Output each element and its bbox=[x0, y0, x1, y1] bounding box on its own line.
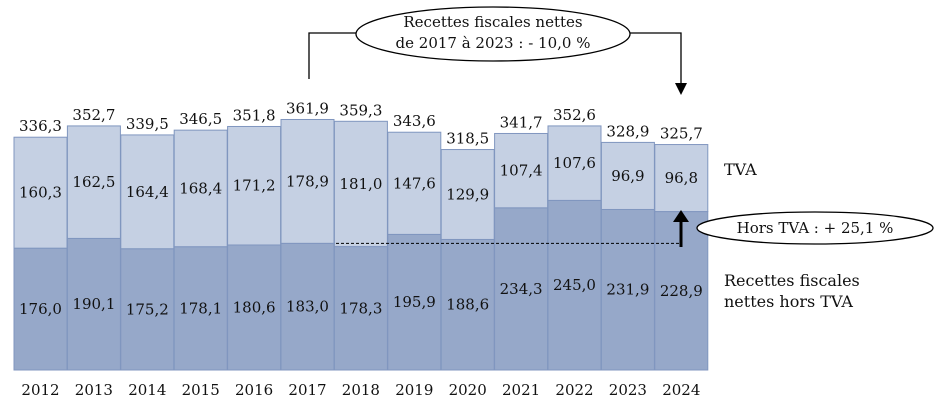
top-callout-line2: de 2017 à 2023 : - 10,0 % bbox=[396, 34, 591, 52]
bar-tva-2014 bbox=[120, 134, 175, 250]
label-hors-tva-2018: 178,3 bbox=[339, 299, 382, 317]
label-total-2019: 343,6 bbox=[393, 112, 436, 130]
legend-hors-tva-line2: nettes hors TVA bbox=[724, 292, 853, 311]
label-tva-2016: 171,2 bbox=[233, 177, 276, 195]
top-callout-line1: Recettes fiscales nettes bbox=[403, 13, 582, 31]
bar-hors-tva-2022 bbox=[547, 199, 602, 371]
x-tick-2016: 2016 bbox=[235, 381, 273, 399]
label-hors-tva-2014: 175,2 bbox=[126, 300, 169, 318]
right-callout: Hors TVA : + 25,1 % bbox=[696, 211, 934, 245]
label-total-2014: 339,5 bbox=[126, 115, 169, 133]
label-tva-2023: 96,9 bbox=[611, 167, 644, 185]
label-total-2018: 359,3 bbox=[339, 101, 382, 119]
label-tva-2022: 107,6 bbox=[553, 154, 596, 172]
x-tick-2021: 2021 bbox=[502, 381, 540, 399]
bar-tva-2012 bbox=[13, 136, 68, 249]
bar-hors-tva-2012 bbox=[13, 247, 68, 371]
labels-layer: 176,0 160,3 336,3 190,1 162,5 352,7 175,2 164,4… bbox=[19, 99, 703, 318]
x-tick-2015: 2015 bbox=[182, 381, 220, 399]
label-tva-2013: 162,5 bbox=[72, 173, 115, 191]
bar-tva-2024 bbox=[654, 144, 709, 213]
label-tva-2019: 147,6 bbox=[393, 174, 436, 192]
label-tva-2014: 164,4 bbox=[126, 183, 169, 201]
label-total-2012: 336,3 bbox=[19, 117, 62, 135]
x-tick-2022: 2022 bbox=[555, 381, 593, 399]
label-tva-2018: 181,0 bbox=[339, 175, 382, 193]
x-tick-2024: 2024 bbox=[662, 381, 700, 399]
legend-hors-tva-line1: Recettes fiscales bbox=[724, 271, 860, 290]
label-total-2021: 341,7 bbox=[500, 113, 543, 131]
label-hors-tva-2023: 231,9 bbox=[606, 281, 649, 299]
label-hors-tva-2013: 190,1 bbox=[72, 295, 115, 313]
label-total-2024: 325,7 bbox=[660, 125, 703, 143]
label-tva-2015: 168,4 bbox=[179, 179, 222, 197]
label-tva-2024: 96,8 bbox=[665, 169, 698, 187]
label-hors-tva-2019: 195,9 bbox=[393, 293, 436, 311]
label-hors-tva-2016: 180,6 bbox=[233, 298, 276, 316]
label-hors-tva-2017: 183,0 bbox=[286, 298, 329, 316]
label-total-2017: 361,9 bbox=[286, 99, 329, 117]
bar-tva-2015 bbox=[173, 129, 228, 248]
top-callout-connector bbox=[308, 32, 687, 95]
label-total-2020: 318,5 bbox=[446, 130, 489, 148]
x-tick-2023: 2023 bbox=[609, 381, 647, 399]
label-tva-2017: 178,9 bbox=[286, 172, 329, 190]
bar-hors-tva-2018 bbox=[333, 246, 388, 371]
label-tva-2020: 129,9 bbox=[446, 185, 489, 203]
label-tva-2021: 107,4 bbox=[500, 162, 543, 180]
label-hors-tva-2022: 245,0 bbox=[553, 276, 596, 294]
x-tick-2017: 2017 bbox=[288, 381, 326, 399]
label-hors-tva-2015: 178,1 bbox=[179, 299, 222, 317]
bars-layer bbox=[13, 118, 709, 371]
bar-hors-tva-2021 bbox=[494, 207, 549, 371]
bar-hors-tva-2023 bbox=[600, 208, 655, 371]
label-hors-tva-2012: 176,0 bbox=[19, 300, 62, 318]
x-tick-2018: 2018 bbox=[342, 381, 380, 399]
bar-tva-2022 bbox=[547, 125, 602, 201]
x-tick-2020: 2020 bbox=[449, 381, 487, 399]
label-tva-2012: 160,3 bbox=[19, 184, 62, 202]
x-tick-2013: 2013 bbox=[75, 381, 113, 399]
x-tick-2012: 2012 bbox=[21, 381, 59, 399]
top-callout: Recettes fiscales nettes de 2017 à 2023 … bbox=[355, 6, 631, 62]
label-total-2023: 328,9 bbox=[606, 122, 649, 140]
bar-tva-2019 bbox=[387, 131, 442, 235]
bar-tva-2013 bbox=[66, 125, 121, 239]
bar-hors-tva-2014 bbox=[120, 248, 175, 371]
label-total-2016: 351,8 bbox=[233, 106, 276, 124]
x-tick-2019: 2019 bbox=[395, 381, 433, 399]
label-total-2015: 346,5 bbox=[179, 110, 222, 128]
up-arrow-icon bbox=[673, 210, 689, 247]
x-tick-2014: 2014 bbox=[128, 381, 166, 399]
bar-tva-2017 bbox=[280, 118, 335, 244]
bar-tva-2016 bbox=[227, 125, 282, 246]
bar-hors-tva-2020 bbox=[440, 238, 495, 371]
label-hors-tva-2024: 228,9 bbox=[660, 282, 703, 300]
legend-tva: TVA bbox=[724, 160, 757, 179]
label-hors-tva-2021: 234,3 bbox=[500, 280, 543, 298]
bar-tva-2021 bbox=[494, 132, 549, 209]
right-callout-text: Hors TVA : + 25,1 % bbox=[737, 219, 894, 237]
label-hors-tva-2020: 188,6 bbox=[446, 296, 489, 314]
bar-tva-2018 bbox=[333, 120, 388, 248]
label-total-2013: 352,7 bbox=[72, 106, 115, 124]
label-total-2022: 352,6 bbox=[553, 106, 596, 124]
bar-tva-2020 bbox=[440, 149, 495, 240]
x-tick-labels: 2012 2013 2014 2015 2016 2017 2018 2019 2020 2021… bbox=[21, 381, 700, 399]
